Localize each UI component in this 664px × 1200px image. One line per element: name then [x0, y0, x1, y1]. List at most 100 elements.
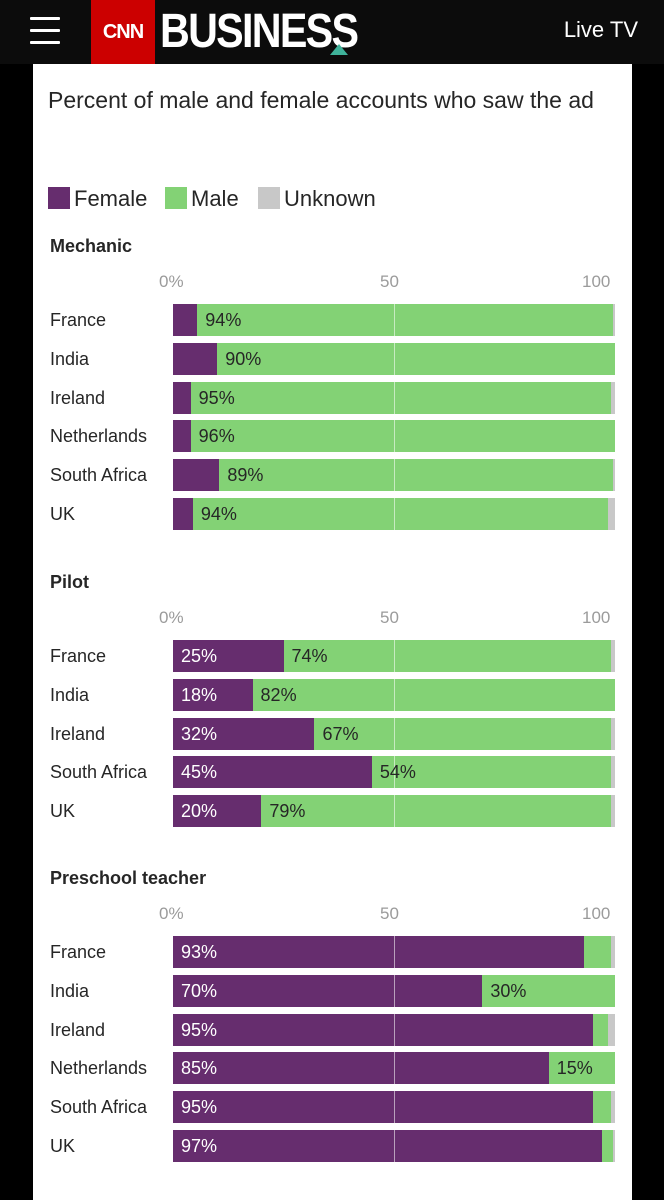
- chart-card: Percent of male and female accounts who …: [33, 64, 632, 1200]
- bar-male: [252, 678, 615, 711]
- data-label-male: 82%: [260, 684, 297, 705]
- axis-tick-label: 0%: [159, 904, 184, 923]
- category-label: South Africa: [50, 465, 148, 486]
- data-label-male: 15%: [556, 1058, 593, 1079]
- bar-unknown: [608, 1013, 615, 1046]
- bar-female: [173, 1013, 593, 1046]
- data-label-female: 70%: [181, 980, 218, 1001]
- gridline-50: [394, 1013, 395, 1046]
- data-label-male: 94%: [205, 310, 242, 330]
- data-label-female: 18%: [181, 684, 218, 705]
- axis-tick-label: 50: [380, 608, 399, 627]
- bar-female: [173, 756, 372, 789]
- bar-unknown: [610, 795, 615, 828]
- category-label: Ireland: [50, 387, 106, 408]
- hamburger-menu-icon[interactable]: [30, 17, 60, 45]
- data-label-male: 74%: [291, 646, 328, 666]
- data-label-male: 90%: [225, 348, 262, 369]
- legend-swatch-male: [165, 187, 187, 209]
- category-label: India: [50, 684, 90, 705]
- data-label-female: 45%: [181, 762, 218, 783]
- category-label: UK: [50, 504, 76, 524]
- axis-tick-label: 100: [582, 904, 611, 923]
- gridline-50: [394, 1130, 395, 1162]
- bar-male: [371, 756, 611, 789]
- gridline-50: [394, 795, 395, 828]
- category-label: Netherlands: [50, 1058, 148, 1079]
- bar-male: [219, 459, 613, 492]
- bar-female: [173, 304, 198, 336]
- data-label-female: 25%: [181, 646, 218, 666]
- bar-female: [173, 498, 193, 530]
- data-label-male: 89%: [227, 465, 264, 486]
- bar-unknown: [610, 936, 615, 968]
- category-label: Ireland: [50, 1019, 106, 1040]
- bar-male: [482, 974, 615, 1007]
- category-label: UK: [50, 1136, 76, 1156]
- bar-unknown: [608, 498, 615, 530]
- category-label: Netherlands: [50, 426, 148, 447]
- panel-title-pilot: Pilot: [50, 572, 89, 592]
- bar-unknown: [612, 304, 615, 336]
- cnn-logo[interactable]: CNN: [91, 0, 155, 64]
- legend-item-male: Male: [165, 185, 239, 213]
- data-label-male: 96%: [198, 426, 235, 447]
- data-label-female: 97%: [181, 1136, 218, 1156]
- bar-male: [261, 795, 611, 828]
- gridline-50: [394, 498, 395, 530]
- axis-tick-label: 0%: [159, 608, 184, 627]
- bar-unknown: [612, 1130, 615, 1162]
- data-label-female: 20%: [181, 801, 218, 822]
- data-label-male: 94%: [200, 504, 237, 524]
- data-label-male: 79%: [269, 801, 306, 822]
- business-wordmark[interactable]: BUSINESS: [160, 5, 359, 58]
- bar-male: [584, 936, 611, 968]
- legend-label-male: Male: [191, 186, 239, 211]
- panel-title-preschool-teacher: Preschool teacher: [50, 868, 207, 888]
- bar-female: [173, 1052, 549, 1085]
- bar-female: [173, 640, 284, 672]
- bar-male: [197, 304, 613, 336]
- live-tv-link[interactable]: Live TV: [563, 17, 638, 42]
- bar-female: [173, 342, 218, 375]
- bar-male: [601, 1130, 613, 1162]
- data-label-male: 30%: [490, 980, 527, 1001]
- bar-male: [190, 381, 611, 414]
- category-label: Ireland: [50, 723, 106, 744]
- bar-unknown: [612, 459, 615, 492]
- legend-item-unknown: Unknown: [258, 185, 376, 213]
- bar-unknown: [610, 1091, 615, 1124]
- bar-female: [173, 795, 262, 828]
- legend-label-unknown: Unknown: [284, 186, 376, 211]
- bar-male: [592, 1091, 611, 1124]
- panel-title-mechanic: Mechanic: [50, 236, 133, 256]
- gridline-50: [394, 974, 395, 1007]
- bar-male: [283, 640, 611, 672]
- gridline-50: [394, 420, 395, 453]
- bar-female: [173, 717, 315, 750]
- gridline-50: [394, 678, 395, 711]
- bar-unknown: [610, 640, 615, 672]
- bar-female: [173, 459, 220, 492]
- category-label: France: [50, 310, 107, 330]
- data-label-male: 54%: [379, 762, 416, 783]
- bar-female: [173, 1091, 593, 1124]
- gridline-50: [394, 936, 395, 968]
- gridline-50: [394, 1052, 395, 1085]
- gridline-50: [394, 717, 395, 750]
- data-label-male: 67%: [322, 723, 359, 744]
- legend-swatch-female: [48, 187, 70, 209]
- data-label-female: 32%: [181, 723, 218, 744]
- data-label-male: 95%: [198, 387, 235, 408]
- gridline-50: [394, 640, 395, 672]
- chart-title: Percent of male and female accounts who …: [48, 87, 594, 113]
- legend-label-female: Female: [74, 186, 148, 211]
- data-label-female: 95%: [181, 1097, 218, 1118]
- category-label: South Africa: [50, 1097, 148, 1118]
- category-label: France: [50, 646, 107, 666]
- gridline-50: [394, 381, 395, 414]
- bar-male: [192, 498, 609, 530]
- logo-triangle-icon: [330, 44, 348, 55]
- bar-female: [173, 974, 483, 1007]
- axis-tick-label: 50: [380, 272, 399, 291]
